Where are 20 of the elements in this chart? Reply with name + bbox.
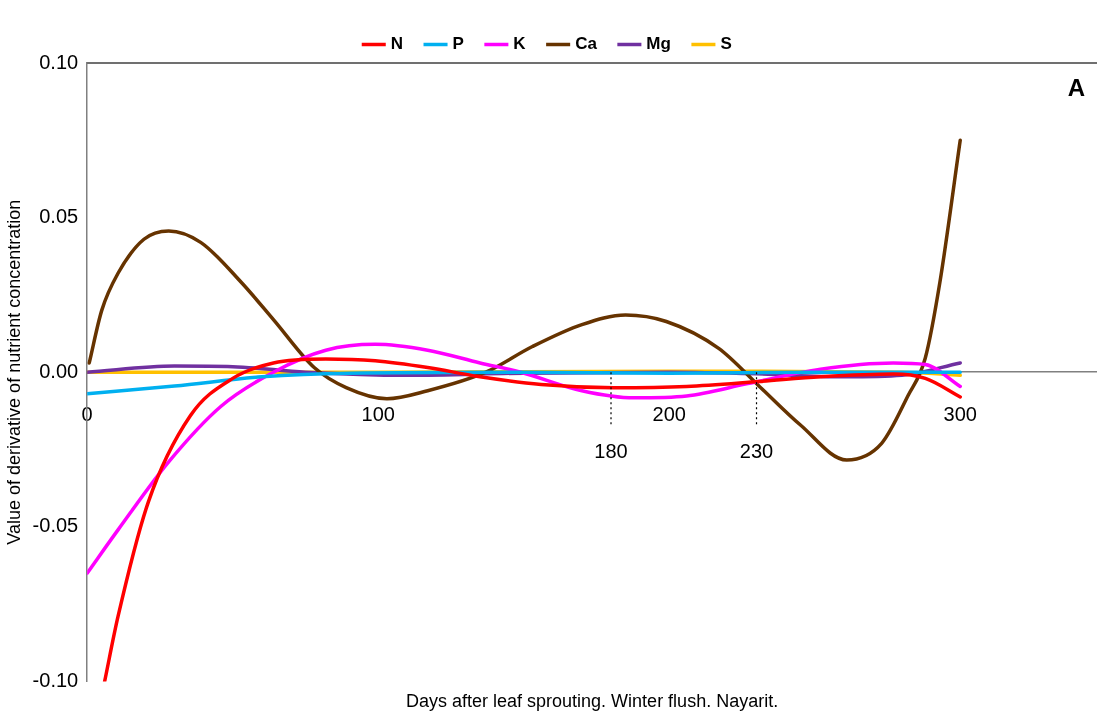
x-tick-label: 300 [943,402,977,425]
y-tick-label: 0.05 [39,205,79,228]
ref-line-label: 180 [594,439,628,462]
y-tick-label: 0.10 [39,50,79,73]
legend-label: P [452,34,464,54]
y-tick-label: -0.05 [32,514,79,537]
legend-label: Ca [575,34,598,54]
legend-label: N [390,34,404,54]
y-tick-label: 0.00 [39,359,79,382]
legend-label: Mg [646,34,671,54]
ref-line-label: 230 [739,439,774,462]
annotation: A [1067,73,1085,101]
legend-label: K [513,34,527,54]
line-series [87,370,962,396]
legend-label: S [720,34,732,54]
x-axis-title: Days after leaf sprouting. Winter flush. Nayarit. [406,691,779,712]
y-tick-label: -0.10 [32,668,79,691]
x-tick-label: 100 [361,402,395,425]
y-axis-title: Value of derivative of nutrient concentration [3,199,24,545]
x-tick-label: 200 [652,402,686,425]
